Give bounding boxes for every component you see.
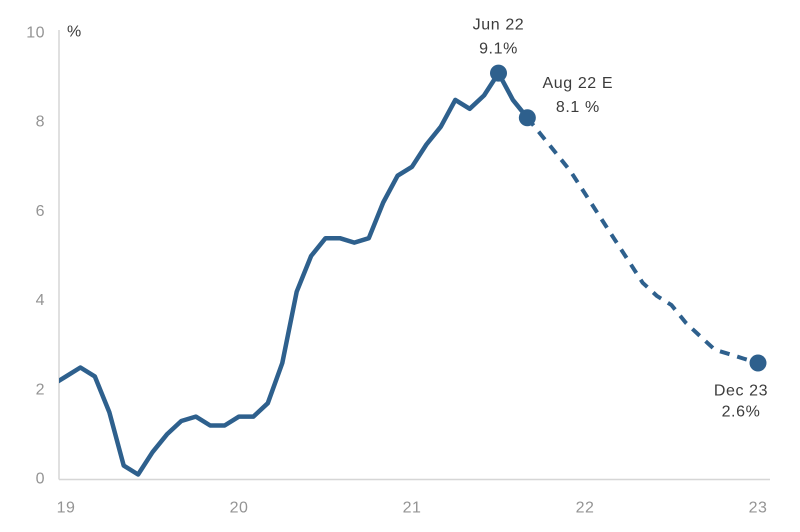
x-tick-label: 22 [576,500,595,517]
y-tick-label: 2 [36,381,45,398]
y-tick-label: 8 [36,114,45,131]
y-tick-label: 6 [36,203,45,220]
x-tick-label: 21 [403,500,422,517]
actual-series-line [59,70,530,477]
annotation-value-label: 8.1 % [556,99,600,116]
y-tick-label: 4 [36,292,45,309]
data-point-marker [518,109,536,127]
y-axis-unit-label: % [67,24,82,41]
data-point-marker [749,354,767,372]
annotation-date-label: Jun 22 [473,17,525,34]
x-tick-label: 23 [749,500,768,517]
annotation-date-label: Aug 22 E [543,75,614,92]
data-point-marker [490,64,508,82]
annotation-date-label: Dec 23 [714,383,768,400]
annotation-value-label: 2.6% [722,404,761,421]
x-tick-label: 20 [230,500,249,517]
annotation-value-label: 9.1% [479,41,518,58]
y-tick-label: 0 [36,471,45,488]
forecast-series-line [525,116,759,365]
y-tick-label: 10 [26,25,45,42]
x-tick-label: 19 [57,500,76,517]
